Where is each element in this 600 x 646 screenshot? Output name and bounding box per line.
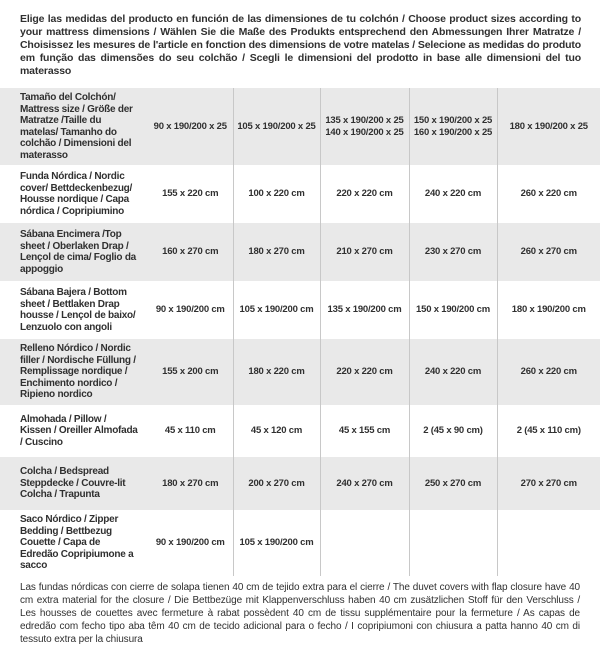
- size-cell: 230 x 270 cm: [408, 223, 497, 281]
- product-size-table: Tamaño del Colchón/ Mattress size / Größ…: [0, 88, 600, 576]
- row-label-zipper-bedding: Saco Nórdico / Zipper Bedding / Bettbezu…: [20, 514, 134, 571]
- size-cell: 105 x 190/200 cm: [232, 281, 320, 339]
- size-cell: 155 x 220 cm: [162, 188, 219, 199]
- size-cell: 180 x 190/200 cm: [496, 281, 600, 339]
- size-cell: 90 x 190/200 x 25: [153, 120, 227, 132]
- size-cell: 45 x 110 cm: [164, 425, 216, 436]
- size-cell: 260 x 220 cm: [496, 339, 600, 405]
- size-cell: 100 x 220 cm: [232, 165, 320, 223]
- size-cell: 90 x 190/200 cm: [155, 536, 225, 548]
- size-cell: 220 x 220 cm: [319, 339, 409, 405]
- row-label-pillow: Almohada / Pillow / Kissen / Oreiller Al…: [20, 413, 138, 448]
- size-cell: 270 x 270 cm: [496, 457, 600, 510]
- size-cell: 2 (45 x 110 cm): [496, 405, 600, 457]
- size-cell: 200 x 270 cm: [232, 457, 320, 510]
- size-cell: 260 x 220 cm: [496, 165, 600, 223]
- row-label-mattress-size: Tamaño del Colchón/ Mattress size / Größ…: [20, 92, 133, 161]
- size-cell: 180 x 190/200 x 25: [496, 88, 600, 165]
- size-cell: 240 x 220 cm: [408, 339, 497, 405]
- size-cell: 105 x 190/200 x 25: [232, 88, 320, 165]
- row-label-bedspread: Colcha / Bedspread Steppdecke / Couvre-l…: [20, 466, 126, 501]
- size-cell: 2 (45 x 90 cm): [408, 405, 497, 457]
- size-cell: 155 x 200 cm: [162, 366, 219, 377]
- size-cell: 180 x 220 cm: [232, 339, 320, 405]
- table-row-pillow: Almohada / Pillow / Kissen / Oreiller Al…: [0, 405, 600, 457]
- size-cell: [408, 510, 497, 576]
- size-cell: 180 x 270 cm: [232, 223, 320, 281]
- size-cell: 180 x 270 cm: [162, 477, 219, 489]
- size-cell: 160 x 270 cm: [162, 246, 219, 257]
- table-row-top-sheet: Sábana Encimera /Top sheet / Oberlaken D…: [0, 223, 600, 281]
- footnote-text: Las fundas nórdicas con cierre de solapa…: [20, 581, 580, 645]
- size-cell: 240 x 220 cm: [408, 165, 497, 223]
- size-cell: 135 x 190/200 x 25 140 x 190/200 x 25: [319, 88, 409, 165]
- size-cell: 240 x 270 cm: [319, 457, 409, 510]
- size-cell: 220 x 220 cm: [319, 165, 409, 223]
- size-cell: 210 x 270 cm: [319, 223, 409, 281]
- size-cell: 250 x 270 cm: [408, 457, 497, 510]
- size-cell: 45 x 120 cm: [232, 405, 320, 457]
- size-cell: 105 x 190/200 cm: [232, 510, 320, 576]
- row-label-nordic-cover: Funda Nórdica / Nordic cover/ Bettdecken…: [20, 171, 133, 217]
- size-cell: [496, 510, 600, 576]
- table-row-zipper-bedding: Saco Nórdico / Zipper Bedding / Bettbezu…: [0, 510, 600, 576]
- size-cell: [319, 510, 409, 576]
- row-label-top-sheet: Sábana Encimera /Top sheet / Oberlaken D…: [20, 229, 136, 275]
- table-row-mattress-size: Tamaño del Colchón/ Mattress size / Größ…: [0, 88, 600, 165]
- table-row-nordic-filler: Relleno Nórdico / Nordic filler / Nordis…: [0, 339, 600, 405]
- table-row-bottom-sheet: Sábana Bajera / Bottom sheet / Bettlaken…: [0, 281, 600, 339]
- size-cell: 135 x 190/200 cm: [319, 281, 409, 339]
- size-cell: 45 x 155 cm: [319, 405, 409, 457]
- row-label-bottom-sheet: Sábana Bajera / Bottom sheet / Bettlaken…: [20, 287, 136, 333]
- table-row-bedspread: Colcha / Bedspread Steppdecke / Couvre-l…: [0, 457, 600, 510]
- size-cell: 150 x 190/200 cm: [408, 281, 497, 339]
- size-cell: 260 x 270 cm: [496, 223, 600, 281]
- row-label-nordic-filler: Relleno Nórdico / Nordic filler / Nordis…: [20, 343, 136, 401]
- intro-text: Elige las medidas del producto en funció…: [20, 13, 581, 77]
- size-cell: 90 x 190/200 cm: [155, 304, 225, 315]
- table-row-nordic-cover: Funda Nórdica / Nordic cover/ Bettdecken…: [0, 165, 600, 223]
- size-cell: 150 x 190/200 x 25 160 x 190/200 x 25: [408, 88, 497, 165]
